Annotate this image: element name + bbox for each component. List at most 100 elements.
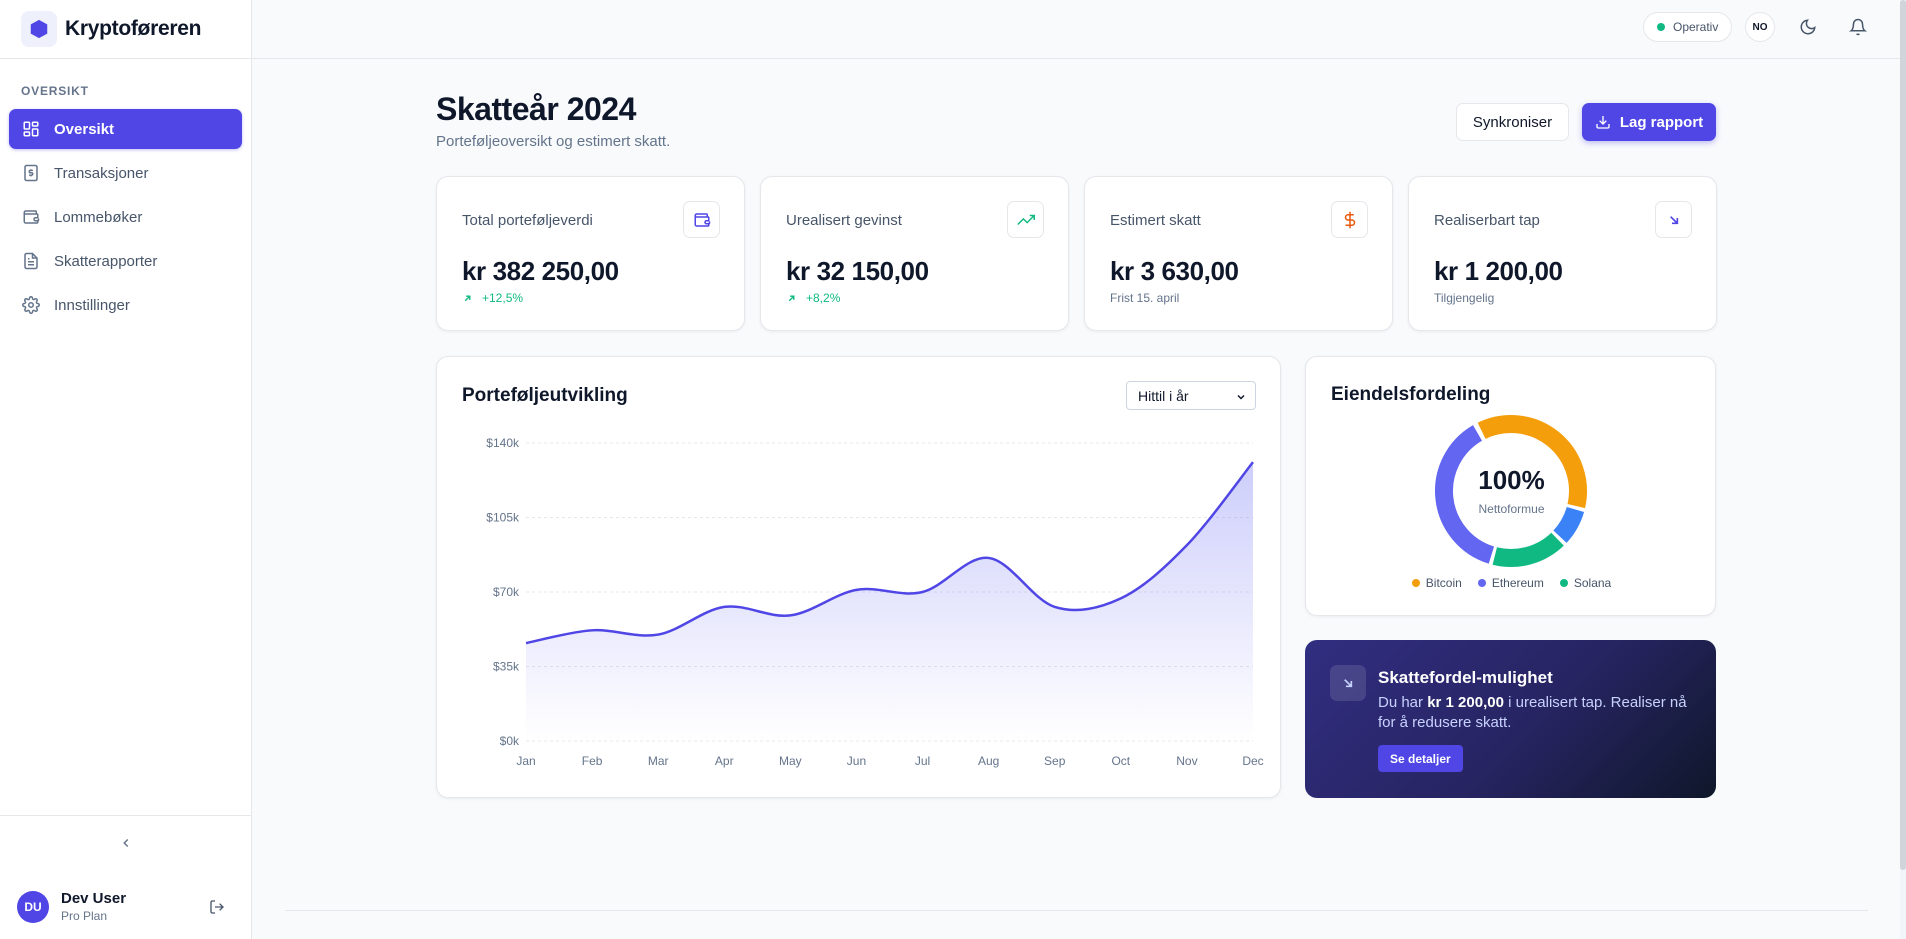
wallet-icon: [683, 201, 720, 238]
stat-value: kr 1 200,00: [1434, 256, 1563, 286]
sidebar-item-label: Innstillinger: [54, 296, 130, 314]
legend-label: Bitcoin: [1425, 576, 1462, 590]
allocation-legend: Bitcoin Ethereum Solana: [1306, 576, 1717, 590]
area-fill: [526, 462, 1253, 741]
data-point[interactable]: [850, 584, 862, 596]
allocation-card: Eiendelsfordeling 100% Nettoformue Bitco…: [1305, 356, 1716, 616]
stat-change-text: +12,5%: [482, 291, 524, 305]
series-line: [525, 461, 1254, 645]
language-button[interactable]: NO: [1745, 12, 1775, 42]
arrow-down-right-icon: [1330, 665, 1366, 701]
x-tick-label: Mar: [648, 754, 669, 768]
moon-icon[interactable]: [1797, 16, 1819, 38]
status-text: Operativ: [1673, 20, 1719, 34]
data-point[interactable]: [586, 624, 598, 636]
legend-item-bitcoin: Bitcoin: [1411, 576, 1462, 590]
avatar: DU: [17, 891, 49, 923]
sidebar-item-transaksjoner[interactable]: Transaksjoner: [9, 153, 242, 193]
data-point[interactable]: [520, 637, 532, 649]
sidebar-footer: DU Dev User Pro Plan: [0, 815, 251, 939]
stat-card-unrealized-gain: Urealisert gevinst kr 32 150,00 +8,2%: [760, 176, 1069, 331]
x-tick-label: Apr: [715, 754, 734, 768]
stat-card-total-value: Total porteføljeverdi kr 382 250,00 +12,…: [436, 176, 745, 331]
x-tick-label: Feb: [582, 754, 603, 768]
legend-dot: [1477, 579, 1486, 587]
bell-icon[interactable]: [1847, 16, 1869, 38]
portfolio-chart: $0k $35k $70k $105k $140k Jan Feb Mar Apr May Jun J…: [486, 436, 1263, 768]
brand[interactable]: Kryptoføreren: [0, 0, 251, 59]
tip-title: Skattefordel-mulighet: [1378, 668, 1553, 687]
data-point[interactable]: [917, 586, 929, 598]
sync-button[interactable]: Synkroniser: [1456, 103, 1569, 141]
arrow-down-right-icon: [1655, 201, 1692, 238]
donut-segment-ethereum-blue[interactable]: [1553, 506, 1585, 543]
allocation-title: Eiendelsfordeling: [1331, 384, 1491, 405]
data-point[interactable]: [1115, 592, 1127, 604]
dollar-receipt-icon: [21, 163, 41, 183]
hexagon-logo-icon: [21, 11, 57, 47]
arrow-up-right-icon: [786, 293, 797, 304]
donut-center-value: 100%: [1478, 465, 1545, 495]
dollar-icon: [1331, 201, 1368, 238]
user-profile[interactable]: DU Dev User Pro Plan: [0, 875, 251, 939]
data-point[interactable]: [1181, 539, 1193, 551]
stat-card-estimated-tax: Estimert skatt kr 3 630,00 Frist 15. apr…: [1084, 176, 1393, 331]
collapse-sidebar-button[interactable]: [0, 815, 251, 875]
y-tick-label: $0k: [500, 734, 520, 748]
dashboard-icon: [21, 119, 41, 139]
x-tick-label: Jan: [516, 754, 535, 768]
sidebar-item-label: Transaksjoner: [54, 164, 149, 182]
sidebar-item-lommeboker[interactable]: Lommebøker: [9, 197, 242, 237]
page-subtitle: Porteføljeoversikt og estimert skatt.: [436, 133, 671, 150]
y-tick-label: $105k: [486, 511, 520, 525]
sidebar-item-skatterapporter[interactable]: Skatterapporter: [9, 241, 242, 281]
chart-title: Porteføljeutvikling: [462, 385, 628, 406]
stat-change: +8,2%: [786, 291, 840, 305]
donut-segment-ethereum[interactable]: [1435, 425, 1495, 564]
legend-label: Solana: [1573, 576, 1612, 590]
data-point[interactable]: [784, 609, 796, 621]
data-point[interactable]: [718, 601, 730, 613]
legend-dot: [1411, 579, 1420, 587]
tip-amount: kr 1 200,00: [1427, 694, 1504, 711]
data-point[interactable]: [1049, 601, 1061, 613]
see-details-button[interactable]: Se detaljer: [1378, 745, 1463, 772]
chevron-left-icon: [119, 836, 133, 855]
data-point[interactable]: [983, 552, 995, 564]
gear-icon: [21, 295, 41, 315]
stat-label: Estimert skatt: [1110, 212, 1201, 229]
document-icon: [21, 251, 41, 271]
page-title: Skatteår 2024: [436, 91, 636, 127]
range-select[interactable]: Hittil i år: [1126, 381, 1256, 410]
wallet-icon: [21, 207, 41, 227]
y-tick-label: $35k: [493, 660, 520, 674]
x-tick-label: Aug: [978, 754, 999, 768]
scrollbar-track[interactable]: [1900, 0, 1906, 939]
stat-value: kr 382 250,00: [462, 256, 619, 286]
x-tick-label: Jun: [847, 754, 866, 768]
x-tick-label: Jul: [915, 754, 930, 768]
stat-label: Urealisert gevinst: [786, 212, 902, 229]
chevron-down-icon: [1235, 390, 1247, 406]
logout-icon[interactable]: [207, 897, 227, 917]
create-report-button[interactable]: Lag rapport: [1582, 103, 1716, 141]
scrollbar-thumb[interactable]: [1900, 0, 1906, 870]
sidebar-item-innstillinger[interactable]: Innstillinger: [9, 285, 242, 325]
sidebar-item-label: Lommebøker: [54, 208, 143, 226]
legend-item-ethereum: Ethereum: [1477, 576, 1544, 590]
tip-text: Du har kr 1 200,00 i urealisert tap. Rea…: [1378, 693, 1698, 733]
tip-text-start: Du har: [1378, 694, 1428, 711]
create-report-label: Lag rapport: [1619, 113, 1704, 131]
data-point[interactable]: [1247, 456, 1259, 468]
data-point[interactable]: [652, 629, 664, 641]
x-tick-label: Nov: [1176, 754, 1197, 768]
sidebar-item-oversikt[interactable]: Oversikt: [9, 109, 242, 149]
allocation-donut-chart: [1435, 415, 1587, 567]
donut-segment-solana[interactable]: [1492, 532, 1564, 567]
sidebar-nav: Oversikt Transaksjoner Lommebøker Skatte…: [0, 109, 251, 325]
y-tick-label: $140k: [486, 436, 520, 450]
donut-center-label: Nettoformue: [1478, 502, 1545, 516]
y-tick-label: $70k: [493, 585, 520, 599]
donut-segment-bitcoin[interactable]: [1477, 415, 1587, 509]
topbar: Operativ NO: [252, 0, 1906, 59]
